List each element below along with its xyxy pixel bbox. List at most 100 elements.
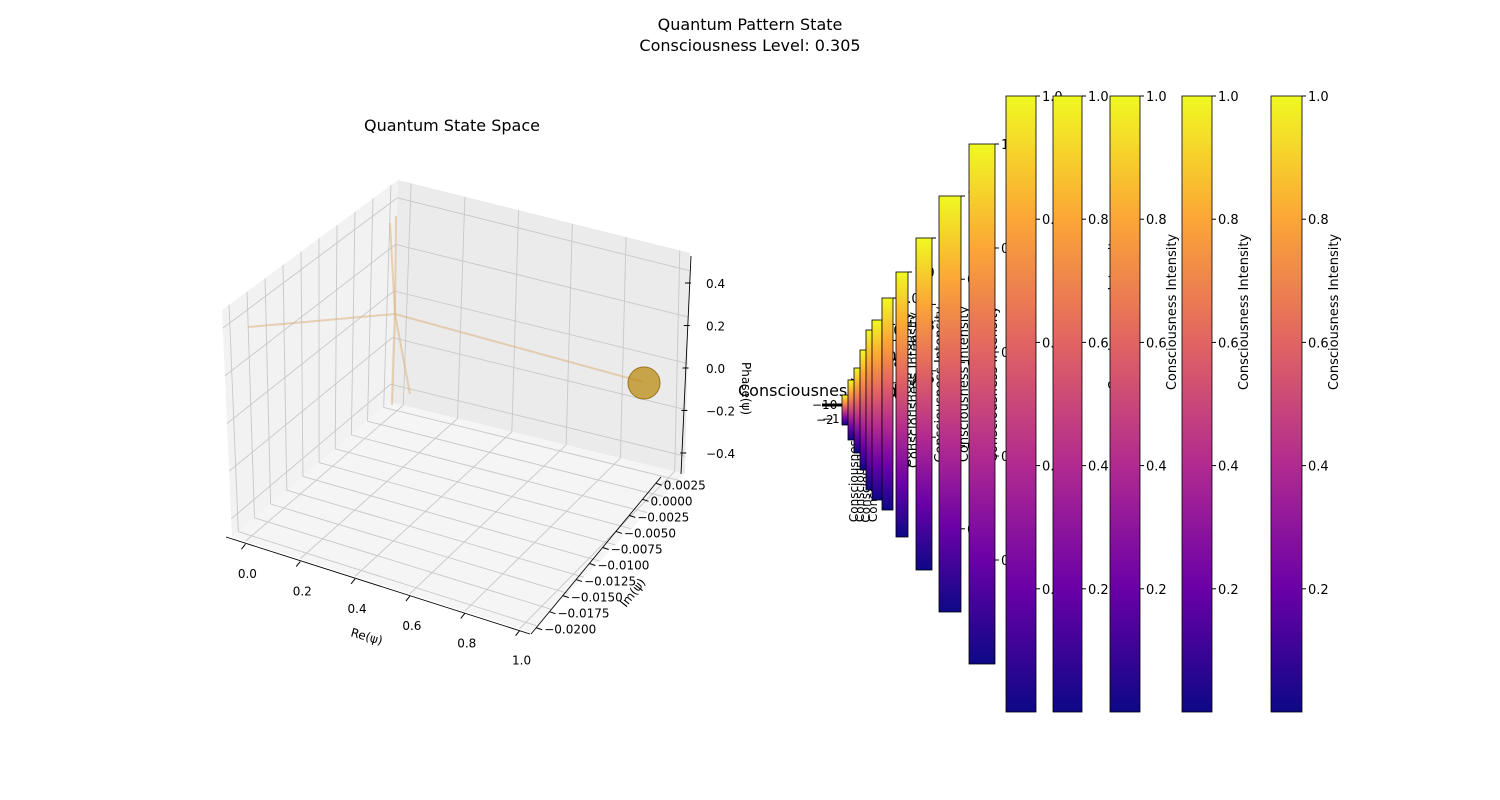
- trajectory-segment: [391, 313, 396, 406]
- figure-subtitle: Consciousness Level: 0.305: [639, 36, 860, 55]
- colorbar-gradient: [881, 297, 894, 511]
- z-axis-label: Phase(ψ): [739, 362, 753, 415]
- colorbar-gradient: [915, 237, 933, 571]
- colorbar: 1.0 0.8 0.6 0.4 0.2 Consciousness Intensity: [1181, 90, 1252, 713]
- grid-z-side: [224, 244, 396, 377]
- grid-y-floor: [238, 531, 537, 627]
- y-tick-label: −0.0075: [611, 542, 663, 556]
- colorbar-stack: Consciousness Intensity Consciousness Int…: [841, 90, 1342, 713]
- colorbar-gradient: [895, 271, 909, 538]
- y-tick-label: −0.0150: [571, 591, 623, 605]
- z-tick-label: −0.2: [706, 405, 735, 419]
- y-tick-label: −0.0200: [544, 623, 596, 637]
- collapsed-field-axes: −10−2−1: [812, 398, 860, 427]
- x-tick-label: 1.0: [512, 654, 531, 668]
- colorbar-tick-label: 1.0: [1088, 90, 1109, 105]
- grid-y-floor: [367, 420, 664, 497]
- grid-z-side: [230, 383, 391, 520]
- colorbar-tick-label: 0.8: [1146, 213, 1167, 228]
- grid-y-floor: [270, 503, 569, 594]
- grid-y-floor: [335, 448, 632, 530]
- grid-x-floor: [354, 431, 513, 577]
- grid-z-side: [222, 197, 398, 329]
- grid-x-floor: [464, 457, 621, 612]
- y-axis-ticks: 0.0025 0.0000 −0.0025 −0.0050 −0.0075 −0.0100…: [536, 478, 706, 637]
- grid-y-floor: [318, 462, 616, 546]
- colorbar-tick-label: 0.6: [1218, 336, 1239, 351]
- colorbar-tick-label: 0.4: [1308, 460, 1329, 475]
- colorbar-label: Consciousness Intensity: [1327, 234, 1342, 391]
- colorbar-label: Consciousness Intensity: [1165, 234, 1180, 391]
- x-tick-mark: [515, 630, 520, 637]
- trajectory-segment: [394, 313, 411, 395]
- y-tick-label: −0.0175: [557, 607, 609, 621]
- z-tick-label: 0.0: [706, 362, 725, 376]
- colorbar-tick-label: 0.4: [1088, 460, 1109, 475]
- colorbar-gradient: [1005, 95, 1037, 713]
- x-tick-label: 0.2: [293, 585, 312, 599]
- figure-suptitle: Quantum Pattern State: [658, 15, 843, 34]
- y-axis-line: [530, 476, 662, 635]
- grid-z-back: [395, 243, 689, 318]
- y-tick-label: −0.0125: [584, 575, 636, 589]
- grid-z-back: [390, 383, 686, 457]
- grid-x-floor: [299, 418, 458, 560]
- y-tick-mark: [575, 579, 583, 583]
- y-tick-mark: [562, 595, 569, 599]
- y-tick-label: 0.0025: [664, 478, 706, 492]
- colorbar-tick-label: 0.2: [1146, 583, 1167, 598]
- x-tick-label: 0.8: [457, 636, 476, 650]
- colorbar: 1.0 0.8 0.6 0.4 0.2 Consciousness Intensity: [1270, 90, 1342, 713]
- y-tick-mark: [655, 482, 662, 486]
- field-tick-fragment: −2: [816, 413, 834, 427]
- z-tick-label: −0.4: [706, 447, 735, 461]
- y-tick-mark: [602, 547, 609, 550]
- axes-title-state-space: Quantum State Space: [364, 116, 540, 135]
- colorbar-gradient: [871, 319, 883, 501]
- colorbar-gradient: [1052, 95, 1083, 713]
- x-axis-label: Re(ψ): [349, 625, 384, 647]
- grid-y-floor: [254, 517, 553, 610]
- x-tick-mark: [241, 543, 246, 550]
- z-tick-label: 0.4: [706, 277, 725, 291]
- x-axis-ticks: 0.0 0.2 0.4 0.6 0.8 1.0: [238, 543, 531, 668]
- colorbar-tick-label: 1.0: [1308, 90, 1329, 105]
- colorbar-tick-label: 1.0: [1218, 90, 1239, 105]
- colorbar-gradient: [938, 195, 962, 613]
- x-tick-mark: [460, 613, 466, 619]
- x-tick-label: 0.4: [348, 602, 367, 616]
- colorbar-gradient: [968, 143, 996, 665]
- consciousness-field-panel: −10−2−1 Consciousness Field Consciousnes…: [738, 90, 1342, 713]
- x-tick-mark: [350, 578, 356, 585]
- y-tick-mark: [642, 498, 649, 502]
- grid-x-floor: [409, 444, 567, 595]
- colorbar-gradient: [1109, 95, 1141, 713]
- grid-x-floor: [519, 471, 675, 629]
- y-tick-mark: [549, 611, 556, 615]
- field-tick-fragment: −1: [822, 412, 840, 426]
- x-tick-label: 0.0: [238, 567, 257, 581]
- grid-x-floor: [245, 404, 404, 542]
- colorbar-tick-label: 0.8: [1218, 213, 1239, 228]
- grid-y-floor: [351, 434, 648, 514]
- colorbar-tick-label: 0.6: [1146, 336, 1167, 351]
- z-axis-ticks: 0.4 0.2 0.0 −0.2 −0.4: [225, 255, 735, 635]
- colorbar-tick-label: 0.2: [1218, 583, 1239, 598]
- colorbar-tick-label: 0.8: [1308, 213, 1329, 228]
- x-tick-mark: [295, 561, 301, 567]
- x-axis-line: [225, 536, 531, 635]
- pane-floor: [232, 402, 685, 632]
- colorbar-label: Consciousness Intensity: [1237, 234, 1252, 391]
- y-tick-label: −0.0100: [597, 559, 649, 573]
- colorbar-tick-label: 0.2: [1088, 583, 1109, 598]
- z-axis-line: [680, 255, 692, 475]
- trajectory-lines: [247, 215, 644, 406]
- colorbar-tick-label: 1.0: [1146, 90, 1167, 105]
- quantum-state-space-axes: Quantum State Space 0.0 0.2 0.4 0.6 0.8 1.0 0…: [222, 116, 753, 668]
- colorbar-tick-label: 0.6: [1088, 336, 1109, 351]
- y-tick-mark: [589, 563, 596, 566]
- colorbar-gradient: [1181, 95, 1213, 713]
- trajectory-segment: [394, 313, 644, 383]
- grid-z-side: [228, 337, 393, 472]
